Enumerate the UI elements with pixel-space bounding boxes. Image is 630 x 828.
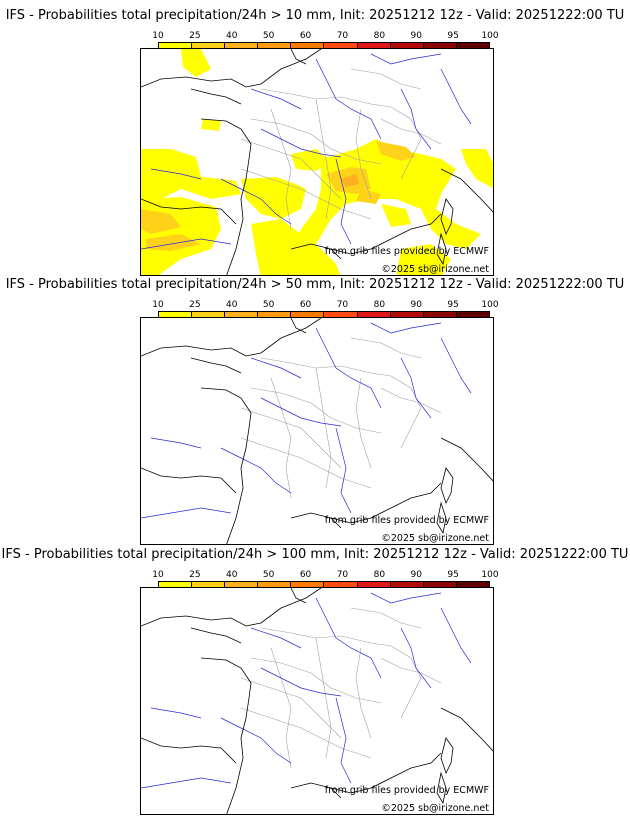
colorbar-swatch bbox=[291, 43, 325, 49]
colorbar-swatch bbox=[159, 582, 193, 588]
colorbar-tick-label: 50 bbox=[262, 300, 275, 310]
credit-source: from grib files provided by ECMWF bbox=[324, 785, 489, 796]
probability-map: from grib files provided by ECMWF ©2025 … bbox=[140, 48, 494, 276]
borders bbox=[240, 68, 442, 230]
colorbar-tick-label: 60 bbox=[299, 31, 312, 41]
colorbar-tick-label: 60 bbox=[299, 300, 312, 310]
colorbar-tick-label: 100 bbox=[481, 31, 499, 41]
colorbar-swatch bbox=[192, 582, 226, 588]
colorbar-tick-label: 40 bbox=[226, 31, 238, 41]
colorbar: 10 25 40 50 60 70 80 90 95 100 bbox=[152, 31, 499, 50]
colorbar-tick-label: 40 bbox=[226, 570, 238, 580]
colorbar-swatch bbox=[324, 312, 358, 318]
colorbar-swatch bbox=[324, 43, 358, 49]
colorbar-swatch bbox=[291, 582, 325, 588]
colorbar-swatch bbox=[159, 43, 193, 49]
colorbar-swatch bbox=[456, 582, 489, 588]
colorbar-swatch bbox=[159, 312, 193, 318]
colorbar-swatch bbox=[423, 43, 457, 49]
panel-50mm: IFS - Probabilities total precipitation/… bbox=[0, 277, 630, 547]
colorbar-tick-label: 80 bbox=[373, 300, 386, 310]
colorbar-tick-label: 70 bbox=[336, 300, 349, 310]
colorbar: 10 25 40 50 60 70 80 90 95 100 bbox=[152, 300, 499, 319]
colorbar-swatch bbox=[456, 312, 489, 318]
colorbar-swatch bbox=[291, 312, 325, 318]
precip-field bbox=[141, 49, 493, 275]
colorbar: 10 25 40 50 60 70 80 90 95 100 bbox=[152, 570, 499, 589]
credit-copyright: ©2025 sb@irizone.net bbox=[381, 533, 489, 544]
colorbar-tick-label: 40 bbox=[226, 300, 238, 310]
colorbar-tick-label: 25 bbox=[189, 300, 201, 310]
colorbar-tick-label: 50 bbox=[262, 570, 275, 580]
colorbar-swatch bbox=[225, 582, 259, 588]
coastline bbox=[141, 49, 493, 275]
credit-source: from grib files provided by ECMWF bbox=[324, 246, 489, 257]
colorbar-swatch bbox=[357, 312, 391, 318]
map-title: IFS - Probabilities total precipitation/… bbox=[1, 547, 629, 562]
colorbar-ticks: 10 25 40 50 60 70 80 90 95 100 bbox=[152, 570, 498, 580]
colorbar-tick-label: 10 bbox=[152, 31, 164, 41]
colorbar-swatch bbox=[357, 582, 391, 588]
colorbar-tick-label: 95 bbox=[447, 31, 459, 41]
colorbar-swatch bbox=[423, 582, 457, 588]
panel-100mm: IFS - Probabilities total precipitation/… bbox=[0, 547, 630, 817]
colorbar-tick-label: 100 bbox=[481, 570, 499, 580]
colorbar-swatch bbox=[192, 312, 226, 318]
colorbar-swatch bbox=[390, 582, 424, 588]
map-title: IFS - Probabilities total precipitation/… bbox=[5, 8, 625, 23]
colorbar-swatch bbox=[258, 312, 292, 318]
probability-map: from grib files provided by ECMWF ©2025 … bbox=[140, 317, 494, 545]
colorbar-ticks: 10 25 40 50 60 70 80 90 95 100 bbox=[152, 300, 498, 310]
colorbar-swatch bbox=[225, 312, 259, 318]
colorbar-tick-label: 25 bbox=[189, 570, 201, 580]
colorbar-tick-label: 100 bbox=[481, 300, 499, 310]
probability-map: from grib files provided by ECMWF ©2025 … bbox=[140, 587, 494, 815]
credit-source: from grib files provided by ECMWF bbox=[324, 515, 489, 526]
map-graphic bbox=[141, 49, 493, 275]
colorbar-ticks: 10 25 40 50 60 70 80 90 95 100 bbox=[152, 31, 498, 41]
colorbar-swatch bbox=[192, 43, 226, 49]
map-graphic bbox=[141, 318, 493, 544]
colorbar-tick-label: 70 bbox=[336, 570, 349, 580]
colorbar-tick-label: 10 bbox=[152, 300, 164, 310]
credit-copyright: ©2025 sb@irizone.net bbox=[381, 264, 489, 275]
colorbar-tick-label: 95 bbox=[447, 570, 459, 580]
colorbar-tick-label: 10 bbox=[152, 570, 164, 580]
coastline bbox=[141, 588, 493, 814]
colorbar-swatch bbox=[258, 582, 292, 588]
colorbar-swatch bbox=[258, 43, 292, 49]
credit-copyright: ©2025 sb@irizone.net bbox=[381, 803, 489, 814]
colorbar-tick-label: 90 bbox=[410, 31, 422, 41]
rivers bbox=[141, 53, 472, 250]
colorbar-swatch bbox=[456, 43, 489, 49]
panel-10mm: IFS - Probabilities total precipitation/… bbox=[0, 8, 630, 278]
colorbar-swatch bbox=[390, 43, 424, 49]
rivers bbox=[141, 322, 472, 519]
colorbar-tick-label: 25 bbox=[189, 31, 201, 41]
colorbar-tick-label: 80 bbox=[373, 31, 386, 41]
map-graphic bbox=[141, 588, 493, 814]
colorbar-tick-label: 95 bbox=[447, 300, 459, 310]
colorbar-tick-label: 80 bbox=[373, 570, 386, 580]
colorbar-tick-label: 50 bbox=[262, 31, 275, 41]
colorbar-swatch bbox=[423, 312, 457, 318]
borders bbox=[240, 607, 442, 769]
map-title: IFS - Probabilities total precipitation/… bbox=[5, 277, 625, 292]
colorbar-swatch bbox=[324, 582, 358, 588]
colorbar-tick-label: 70 bbox=[336, 31, 349, 41]
rivers bbox=[141, 592, 472, 789]
colorbar-swatch bbox=[390, 312, 424, 318]
colorbar-swatch bbox=[225, 43, 259, 49]
colorbar-tick-label: 90 bbox=[410, 300, 422, 310]
coastline bbox=[141, 318, 493, 544]
colorbar-tick-label: 60 bbox=[299, 570, 312, 580]
colorbar-tick-label: 90 bbox=[410, 570, 422, 580]
borders bbox=[240, 337, 442, 499]
colorbar-swatch bbox=[357, 43, 391, 49]
